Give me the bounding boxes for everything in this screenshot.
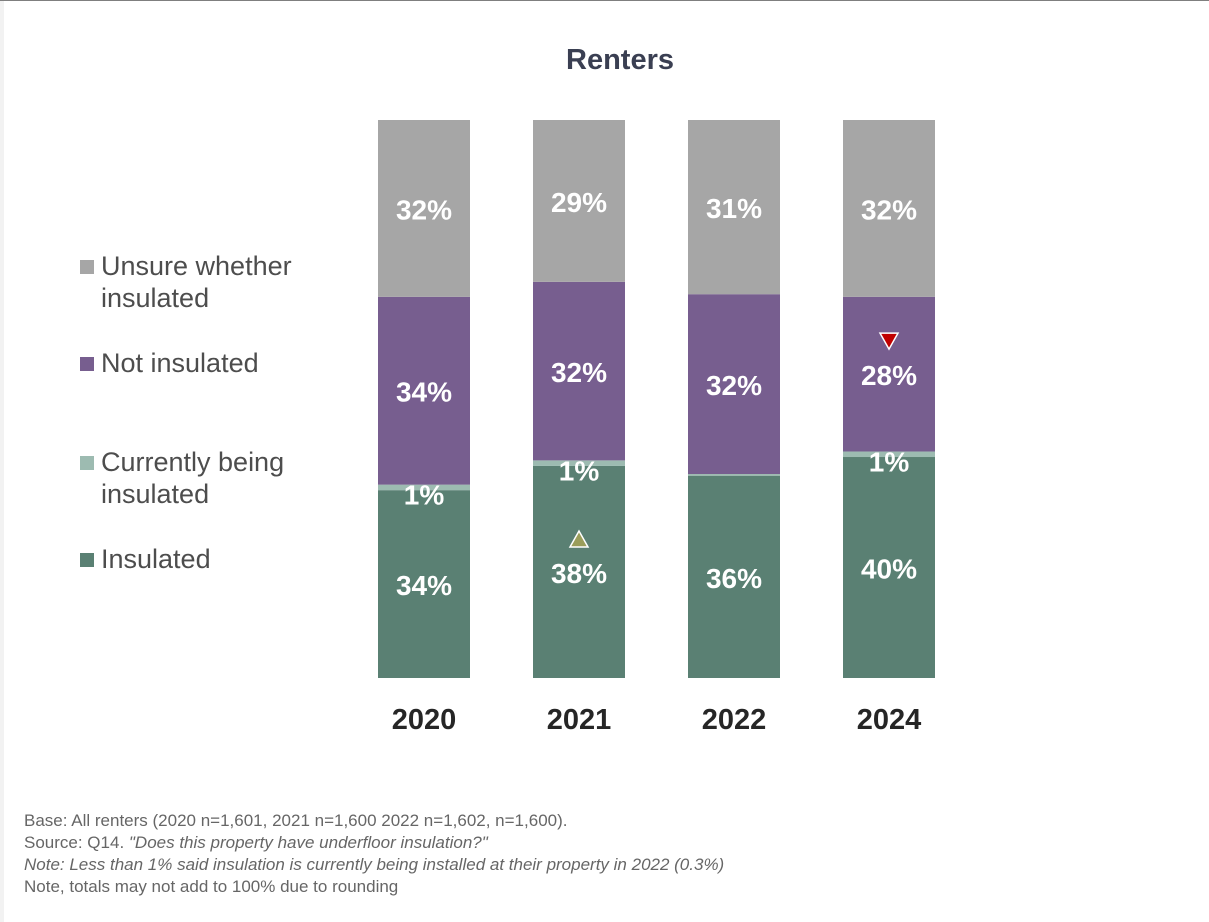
significance-up-insulated-2021 xyxy=(568,529,590,548)
legend-label-not-insulated: Not insulated xyxy=(101,348,259,378)
footnote-note: Note: Less than 1% said insulation is cu… xyxy=(24,854,724,876)
data-label-not-insulated-2021: 32% xyxy=(551,357,607,388)
bar-currently-being-insulated-2024 xyxy=(843,451,935,458)
data-label-not-insulated-2022: 32% xyxy=(706,370,762,401)
left-border xyxy=(0,0,4,922)
legend-label-unsure: Unsure whether insulated xyxy=(101,251,292,313)
data-label-insulated-2020: 34% xyxy=(396,570,452,601)
legend-swatch-currently xyxy=(80,456,94,470)
footnotes: Base: All renters (2020 n=1,601, 2021 n=… xyxy=(24,810,724,898)
bar-not-insulated-2020 xyxy=(378,296,470,485)
data-label-unsure-whether-insulated-2022: 31% xyxy=(706,193,762,224)
bar-currently-being-insulated-2020 xyxy=(378,484,470,491)
data-label-not-insulated-2024: 28% xyxy=(861,360,917,391)
bar-not-insulated-2022 xyxy=(688,294,780,475)
bar-insulated-2022 xyxy=(688,475,780,678)
footnote-base: Base: All renters (2020 n=1,601, 2021 n=… xyxy=(24,811,568,830)
legend-swatch-not-insulated xyxy=(80,357,94,371)
bar-insulated-2024 xyxy=(843,457,935,678)
data-label-currently-being-insulated-2020: 1% xyxy=(404,480,445,511)
legend-swatch-insulated xyxy=(80,553,94,567)
chart-title: Renters xyxy=(566,44,674,76)
data-label-unsure-whether-insulated-2024: 32% xyxy=(861,194,917,225)
bar-unsure-whether-insulated-2021 xyxy=(533,120,625,282)
footnote-note-text: Note: Less than 1% said insulation is cu… xyxy=(24,855,725,874)
bar-currently-being-insulated-2021 xyxy=(533,460,625,466)
bar-insulated-2021 xyxy=(533,465,625,678)
data-label-insulated-2024: 40% xyxy=(861,554,917,585)
bar-unsure-whether-insulated-2022 xyxy=(688,120,780,295)
legend-label-currently: Currently being insulated xyxy=(101,447,285,509)
bar-not-insulated-2021 xyxy=(533,281,625,461)
footnote-source-question: "Does this property have underfloor insu… xyxy=(128,833,488,852)
data-label-currently-being-insulated-2021: 1% xyxy=(559,455,600,486)
data-label-insulated-2022: 36% xyxy=(706,563,762,594)
bar-unsure-whether-insulated-2020 xyxy=(378,120,470,297)
data-label-not-insulated-2020: 34% xyxy=(396,377,452,408)
bar-unsure-whether-insulated-2024 xyxy=(843,120,935,297)
bar-insulated-2020 xyxy=(378,490,470,678)
data-label-insulated-2021: 38% xyxy=(551,558,607,589)
footnote-source-prefix: Source: Q14. xyxy=(24,833,129,852)
x-tick-label-2020: 2020 xyxy=(392,704,457,736)
legend-label-insulated: Insulated xyxy=(101,544,211,574)
stacked-bar-chart: 34% 1% 34% 32% 2020 38% 1% 32% 29% 2021 36% 32% 31% 2… xyxy=(378,120,935,736)
bar-currently-being-insulated-2022 xyxy=(688,474,780,476)
data-label-currently-being-insulated-2024: 1% xyxy=(869,446,910,477)
footnote-rounding: Note, totals may not add to 100% due to … xyxy=(24,877,399,896)
legend-swatch-unsure xyxy=(80,260,94,274)
x-tick-label-2022: 2022 xyxy=(702,704,767,736)
top-border xyxy=(0,0,1209,1)
data-label-unsure-whether-insulated-2021: 29% xyxy=(551,187,607,218)
significance-down-not-insulated-2024 xyxy=(878,332,900,351)
x-tick-label-2021: 2021 xyxy=(547,704,612,736)
x-tick-label-2024: 2024 xyxy=(857,704,922,736)
footnote-source: Source: Q14. "Does this property have un… xyxy=(24,832,724,854)
bar-not-insulated-2024 xyxy=(843,296,935,452)
data-label-unsure-whether-insulated-2020: 32% xyxy=(396,194,452,225)
